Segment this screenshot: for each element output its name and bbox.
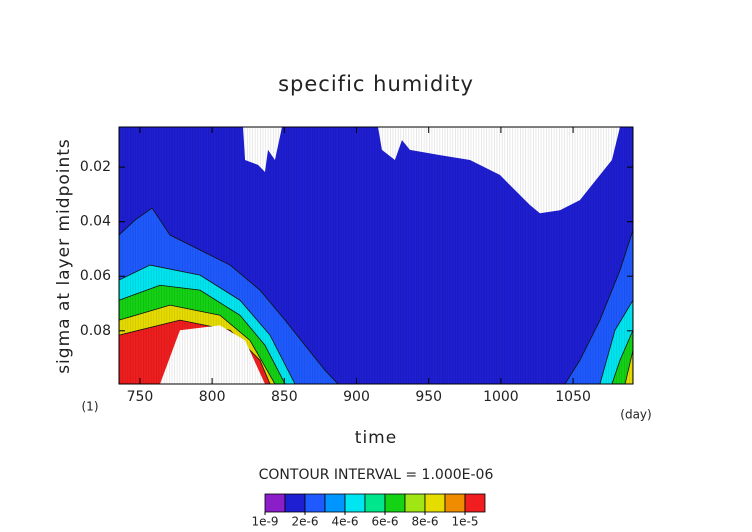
colorbar-box xyxy=(384,493,406,513)
x-tick-label: 800 xyxy=(199,389,226,405)
y-unit: (1) xyxy=(82,400,99,414)
y-tick-label: 0.02 xyxy=(80,159,111,175)
colorbar-label: 2e-6 xyxy=(292,515,319,529)
colorbar-label: 6e-6 xyxy=(372,515,399,529)
colorbar-box xyxy=(284,493,306,513)
x-unit: (day) xyxy=(620,408,651,422)
colorbar-box xyxy=(324,493,346,513)
x-tick-label: 950 xyxy=(415,389,442,405)
colorbar-label: 1e-5 xyxy=(452,515,479,529)
x-tick-label: 1050 xyxy=(555,389,591,405)
colorbar-box xyxy=(404,493,426,513)
colorbar-box xyxy=(304,493,326,513)
x-tick-label: 850 xyxy=(271,389,298,405)
colorbar-box xyxy=(364,493,386,513)
x-tick-label: 750 xyxy=(127,389,154,405)
contour-note: CONTOUR INTERVAL = 1.000E-06 xyxy=(259,467,494,483)
y-tick-label: 0.06 xyxy=(80,268,111,284)
colorbar-box xyxy=(424,493,446,513)
x-tick-label: 1000 xyxy=(483,389,519,405)
x-tick-label: 900 xyxy=(343,389,370,405)
y-tick-label: 0.08 xyxy=(80,323,111,339)
colorbar-box xyxy=(444,493,466,513)
colorbar: 1e-9 2e-6 4e-6 6e-6 8e-6 1e-5 xyxy=(252,493,486,529)
colorbar-box xyxy=(344,493,366,513)
colorbar-box xyxy=(264,493,286,513)
colorbar-label: 4e-6 xyxy=(332,515,359,529)
texture xyxy=(119,127,633,384)
plot-frame xyxy=(118,126,634,385)
axes: 750 800 850 900 950 1000 1050 0.02 0.04 0.06 0.08 xyxy=(80,127,633,405)
x-axis-label: time xyxy=(355,428,397,448)
colorbar-label: 8e-6 xyxy=(412,515,439,529)
colorbar-label: 1e-9 xyxy=(252,515,279,529)
colorbar-box xyxy=(464,493,486,513)
y-tick-label: 0.04 xyxy=(80,214,111,230)
y-axis-label: sigma at layer midpoints xyxy=(54,138,74,374)
chart-title: specific humidity xyxy=(278,72,474,96)
